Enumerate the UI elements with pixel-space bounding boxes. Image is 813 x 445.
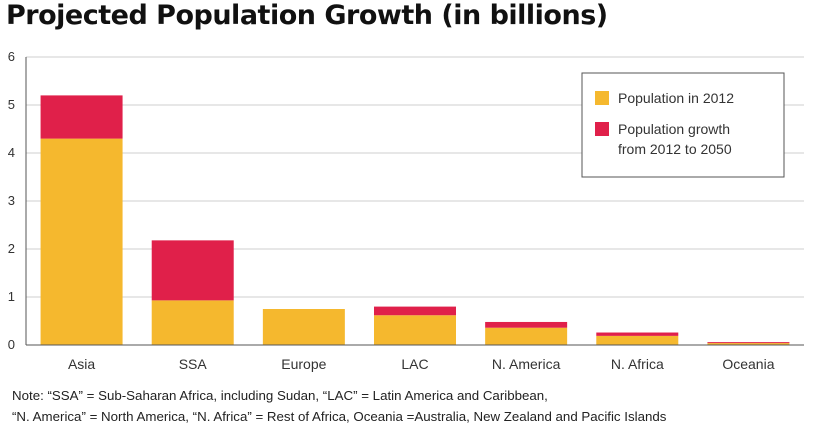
y-tick-label: 5 bbox=[8, 97, 15, 112]
bar-ssa-series-1 bbox=[151, 300, 234, 345]
x-category-label: LAC bbox=[401, 356, 428, 372]
bar-lac-series-1 bbox=[374, 315, 456, 345]
bar-oceania-series-1 bbox=[707, 343, 790, 345]
x-category-label: N. Africa bbox=[611, 356, 664, 372]
legend-swatch-2 bbox=[595, 122, 609, 136]
x-category-label: SSA bbox=[179, 356, 208, 372]
y-tick-label: 6 bbox=[8, 49, 15, 64]
y-tick-label: 4 bbox=[8, 145, 15, 160]
bar-n-africa-series-1 bbox=[596, 335, 679, 345]
bar-n-africa-series-2 bbox=[596, 332, 679, 336]
x-category-label: Europe bbox=[281, 356, 326, 372]
legend-box bbox=[581, 72, 785, 178]
bar-lac-series-2 bbox=[374, 306, 456, 316]
note-line-1: Note: “SSA” = Sub-Saharan Africa, includ… bbox=[12, 388, 548, 403]
bar-asia-series-1 bbox=[40, 138, 123, 345]
legend-label-2: Population growth bbox=[618, 121, 730, 137]
legend-label-2: from 2012 to 2050 bbox=[618, 141, 732, 157]
bar-ssa-series-2 bbox=[151, 240, 234, 301]
y-tick-label: 2 bbox=[8, 241, 15, 256]
chart-note: Note: “SSA” = Sub-Saharan Africa, includ… bbox=[12, 385, 666, 427]
y-tick-label: 1 bbox=[8, 289, 15, 304]
y-tick-label: 3 bbox=[8, 193, 15, 208]
legend: Population in 2012 Population growth from … bbox=[581, 72, 785, 178]
chart-title: Projected Population Growth (in billions… bbox=[6, 0, 608, 31]
bar-asia-series-2 bbox=[40, 95, 123, 139]
y-tick-label: 0 bbox=[8, 337, 15, 352]
x-category-label: Oceania bbox=[722, 356, 774, 372]
axes: 0 1 2 3 4 5 6 Asia SSA Europe LAC N. America N. Afri… bbox=[8, 49, 804, 372]
note-line-2: “N. America” = North America, “N. Africa… bbox=[12, 409, 667, 424]
bar-europe-series-1 bbox=[262, 309, 345, 345]
bars bbox=[40, 95, 790, 345]
bar-n-america-series-1 bbox=[485, 327, 568, 345]
x-category-label: N. America bbox=[492, 356, 561, 372]
bar-oceania-series-2 bbox=[707, 342, 790, 344]
legend-label-1: Population in 2012 bbox=[618, 90, 734, 106]
x-category-label: Asia bbox=[68, 356, 95, 372]
legend-swatch-1 bbox=[595, 91, 609, 105]
bar-n-america-series-2 bbox=[485, 321, 568, 328]
bar-chart: 0 1 2 3 4 5 6 Asia SSA Europe LAC N. America N. Afri… bbox=[8, 49, 804, 372]
